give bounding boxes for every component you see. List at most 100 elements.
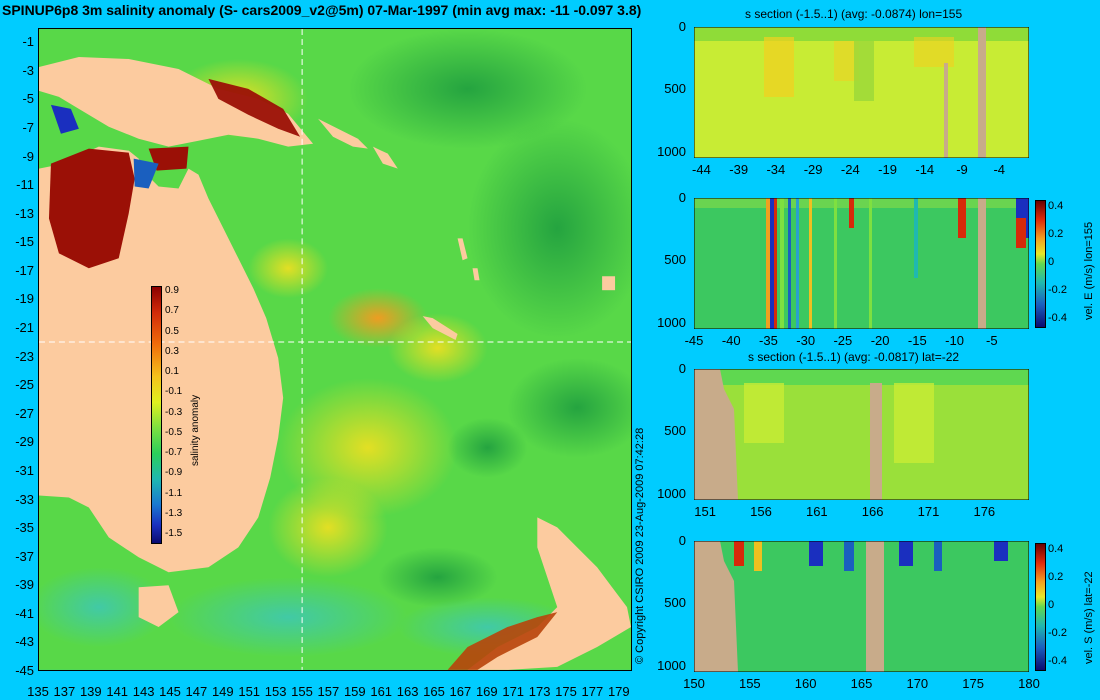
main-title: SPINUP6p8 3m salinity anomaly (S- cars20… xyxy=(2,2,642,18)
section-x-tick: -24 xyxy=(840,162,860,177)
salinity-map-panel xyxy=(38,28,632,671)
section-y-tick: 0 xyxy=(678,19,686,34)
section-y-tick: 500 xyxy=(664,81,686,97)
map-x-tick: 137 xyxy=(53,684,76,699)
map-y-tick: -35 xyxy=(15,520,34,536)
colorbar-tick: -0.2 xyxy=(1048,284,1067,296)
vel-s-colorbar-label: vel. S (m/s) lat=-22 xyxy=(1083,571,1095,664)
map-y-tick: -31 xyxy=(15,462,34,478)
section-x-tick: 180 xyxy=(1018,676,1040,691)
section-x-tick: -10 xyxy=(945,333,964,348)
map-x-tick: 139 xyxy=(79,684,102,699)
map-colorbar-tick: -0.1 xyxy=(165,386,183,398)
colorbar-tick: 0.2 xyxy=(1048,228,1064,240)
section-x-tick: -14 xyxy=(915,162,935,177)
map-y-tick: -9 xyxy=(22,148,34,164)
map-colorbar-tick: -1.3 xyxy=(165,507,183,519)
vel-s-colorbar xyxy=(1035,543,1046,671)
map-y-tick: -27 xyxy=(15,405,34,421)
map-x-tick: 135 xyxy=(27,684,49,699)
map-colorbar-tick: 0.1 xyxy=(165,366,179,377)
colorbar-tick: 0.2 xyxy=(1048,571,1064,583)
map-x-tick: 151 xyxy=(238,684,261,699)
section-x-tick: 156 xyxy=(750,504,772,519)
map-x-tick: 149 xyxy=(211,684,234,699)
map-x-tick: 167 xyxy=(449,684,472,699)
map-colorbar-tick: -0.9 xyxy=(165,467,183,479)
map-y-tick: -13 xyxy=(15,205,34,221)
section-x-tick: -45 xyxy=(684,333,704,348)
section-y-tick: 0 xyxy=(678,190,686,205)
section-x-tick: 176 xyxy=(973,504,996,519)
section-y-tick: 0 xyxy=(678,361,686,376)
section-x-tick: -15 xyxy=(907,333,927,348)
section-x-tick: 155 xyxy=(738,676,761,691)
section-y-tick: 1000 xyxy=(657,485,686,501)
map-y-tick: -3 xyxy=(22,62,34,78)
map-colorbar-tick: -0.7 xyxy=(165,447,183,458)
section-y-tick: 500 xyxy=(664,423,686,439)
section-x-tick: -9 xyxy=(956,162,968,177)
map-x-tick: 179 xyxy=(607,684,630,699)
section-x-tick: -44 xyxy=(692,162,711,177)
vel-e-colorbar-label: vel. E (m/s) lon=155 xyxy=(1083,221,1095,320)
map-colorbar-tick: 0.5 xyxy=(165,325,179,337)
section-x-tick: -39 xyxy=(729,162,749,177)
colorbar-tick: -0.4 xyxy=(1048,655,1067,667)
map-colorbar-tick: 0.7 xyxy=(165,305,179,317)
vel-e-section-plot[interactable] xyxy=(694,198,1029,329)
map-y-tick: -29 xyxy=(15,434,34,450)
vel-s-section-plot[interactable] xyxy=(694,541,1029,672)
section-y-tick: 0 xyxy=(678,533,686,548)
s-section-lon-title: s section (-1.5..1) (avg: -0.0874) lon=1… xyxy=(745,7,963,21)
section-x-tick: -35 xyxy=(759,333,778,348)
colorbar-tick: -0.2 xyxy=(1048,627,1067,639)
map-x-tick: 161 xyxy=(370,684,393,699)
new-zealand-land xyxy=(467,517,631,670)
section-x-tick: -5 xyxy=(985,333,998,348)
s-section-lon-plot[interactable] xyxy=(694,27,1029,158)
section-x-tick: 161 xyxy=(805,504,828,519)
section-y-tick: 1000 xyxy=(657,143,686,159)
section-x-tick: -25 xyxy=(833,333,853,348)
map-y-tick: -37 xyxy=(15,548,34,564)
section-x-tick: 150 xyxy=(683,676,705,691)
map-x-tick: 153 xyxy=(264,684,287,699)
map-y-tick: -7 xyxy=(22,120,34,136)
map-x-tick: 145 xyxy=(159,684,181,699)
colorbar-tick: 0 xyxy=(1048,256,1055,268)
section-x-tick: 175 xyxy=(962,676,985,691)
map-colorbar-tick: 0.3 xyxy=(165,345,179,357)
map-x-tick: 155 xyxy=(291,684,313,699)
section-x-tick: 170 xyxy=(906,676,929,691)
section-y-tick: 500 xyxy=(664,252,686,268)
map-y-tick: -23 xyxy=(15,348,34,364)
map-colorbar-tick: -1.1 xyxy=(165,487,183,499)
map-y-tick: -17 xyxy=(15,262,34,278)
section-x-tick: 151 xyxy=(694,504,717,519)
s-section-lat-title: s section (-1.5..1) (avg: -0.0817) lat=-… xyxy=(748,350,960,364)
map-y-tick: -19 xyxy=(15,291,34,307)
map-y-tick: -39 xyxy=(15,577,34,593)
map-x-tick: 173 xyxy=(528,684,551,699)
map-x-tick: 169 xyxy=(475,684,498,699)
map-y-tick: -11 xyxy=(16,177,34,193)
map-colorbar-tick: -1.5 xyxy=(165,528,183,539)
salinity-map[interactable] xyxy=(38,28,632,671)
s-section-lat-plot[interactable] xyxy=(694,369,1029,500)
section-x-tick: -29 xyxy=(803,162,823,177)
copyright-text: © Copyright CSIRO 2009 23-Aug-2009 07:42… xyxy=(634,427,646,664)
new-guinea-land xyxy=(39,56,314,147)
map-x-tick: 159 xyxy=(343,684,366,699)
colorbar-tick: 0 xyxy=(1048,599,1055,611)
section-x-tick: -19 xyxy=(878,162,897,177)
new-caledonia-land xyxy=(422,316,458,341)
map-colorbar-tick: 0.9 xyxy=(165,285,179,296)
section-x-tick: 160 xyxy=(794,676,817,691)
map-y-tick: -5 xyxy=(22,91,34,107)
map-y-tick: -1 xyxy=(22,34,34,50)
section-x-tick: 171 xyxy=(917,504,940,519)
map-colorbar xyxy=(151,286,162,544)
section-x-tick: -30 xyxy=(796,333,816,348)
section-x-tick: -34 xyxy=(766,162,786,177)
